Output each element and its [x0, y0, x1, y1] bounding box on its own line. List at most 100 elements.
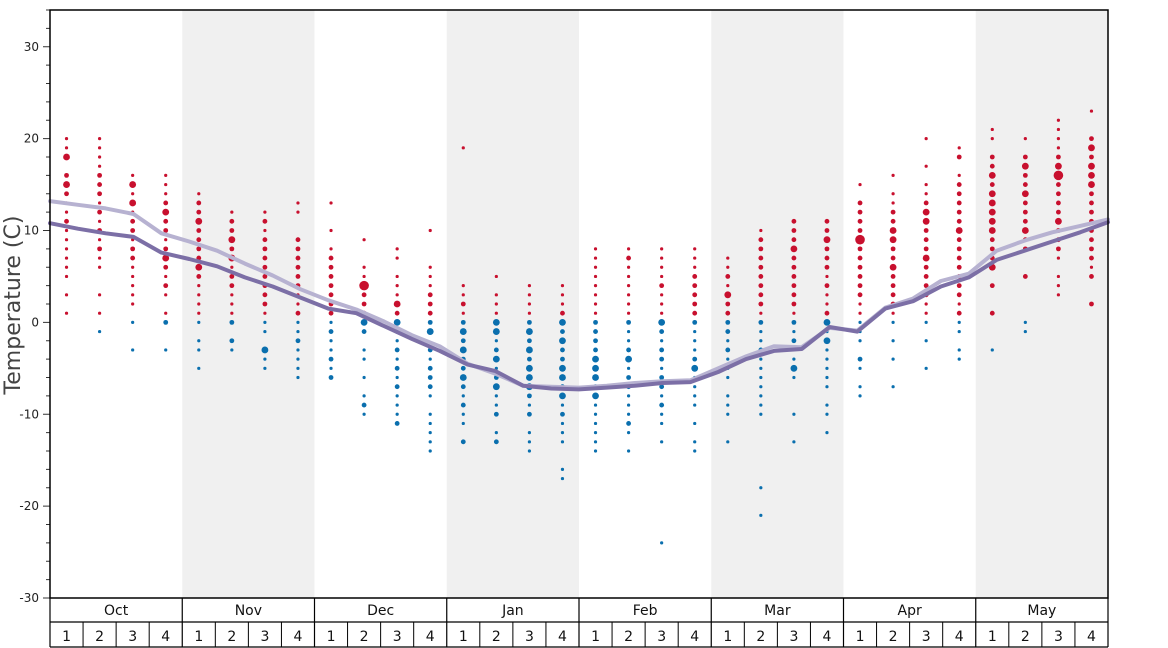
warm-point	[956, 154, 962, 160]
warm-point	[659, 283, 665, 289]
warm-point	[758, 283, 764, 289]
cold-point	[626, 366, 631, 370]
cold-point	[461, 412, 465, 416]
warm-point	[64, 274, 69, 279]
warm-point	[131, 173, 135, 177]
warm-point	[262, 246, 268, 252]
cold-point	[891, 339, 895, 343]
cold-point	[296, 366, 300, 370]
cold-point	[527, 431, 532, 435]
week-label: 2	[227, 629, 236, 645]
cold-point	[494, 431, 498, 435]
cold-point	[759, 357, 763, 361]
warm-point	[1056, 274, 1061, 279]
warm-point	[989, 163, 995, 169]
cold-point	[625, 355, 632, 363]
cold-point	[560, 411, 565, 417]
cold-point	[957, 357, 961, 361]
y-tick-label: -30	[19, 591, 39, 605]
cold-point	[560, 440, 565, 444]
month-band-nov	[182, 10, 315, 598]
cold-point	[891, 357, 895, 361]
cold-point	[792, 412, 796, 416]
warm-point	[1021, 162, 1029, 170]
warm-point	[97, 311, 102, 315]
week-label: 3	[1054, 629, 1063, 645]
cold-point	[197, 348, 201, 352]
warm-point	[593, 247, 598, 251]
cold-point	[791, 338, 797, 344]
week-label: 3	[128, 629, 137, 645]
cold-point	[693, 385, 697, 389]
warm-point	[427, 301, 433, 307]
warm-point	[1089, 274, 1094, 279]
cold-point	[759, 385, 763, 389]
warm-point	[427, 292, 433, 298]
week-label: 4	[558, 629, 567, 645]
warm-point	[1089, 136, 1094, 142]
warm-point	[196, 209, 202, 215]
warm-point	[1089, 191, 1094, 197]
warm-point	[328, 274, 334, 279]
warm-point	[130, 218, 136, 224]
warm-point	[923, 228, 929, 233]
warm-point	[362, 238, 366, 242]
cold-point	[725, 329, 731, 334]
warm-point	[660, 274, 664, 279]
cold-point	[592, 355, 599, 363]
cold-point	[362, 375, 366, 380]
cold-point	[693, 329, 697, 334]
cold-point	[858, 366, 862, 370]
warm-point	[131, 293, 135, 297]
warm-point	[956, 255, 962, 261]
cold-point	[825, 403, 829, 407]
cold-point	[626, 449, 631, 453]
cold-point	[163, 319, 169, 325]
cold-point	[296, 357, 300, 361]
warm-point	[1023, 137, 1027, 141]
warm-point	[626, 284, 631, 288]
cold-point	[957, 329, 961, 334]
warm-point	[957, 302, 961, 306]
warm-point	[626, 255, 631, 261]
cold-point	[659, 375, 665, 380]
warm-point	[1056, 209, 1061, 215]
cold-point	[328, 329, 334, 334]
warm-point	[923, 237, 929, 243]
warm-point	[758, 274, 764, 279]
y-axis-title: Temperature (C)	[1, 216, 26, 396]
cold-point	[560, 347, 565, 353]
cold-point	[759, 329, 763, 334]
cold-point	[428, 440, 432, 444]
warm-point	[230, 265, 234, 269]
warm-point	[791, 264, 797, 270]
warm-point	[1022, 154, 1028, 160]
cold-point	[230, 348, 234, 352]
cold-point	[329, 339, 333, 343]
cold-point	[197, 320, 201, 324]
warm-point	[329, 201, 333, 205]
week-label: 3	[922, 629, 931, 645]
cold-point	[427, 319, 433, 325]
cold-point	[659, 402, 665, 408]
cold-point	[295, 338, 301, 344]
cold-point	[693, 348, 697, 352]
warm-point	[692, 310, 698, 316]
warm-point	[97, 146, 102, 150]
cold-point	[593, 449, 598, 453]
cold-point	[593, 347, 598, 353]
warm-point	[328, 310, 334, 316]
warm-point	[295, 246, 301, 252]
warm-point	[626, 274, 631, 279]
cold-point	[459, 374, 467, 381]
cold-point	[394, 347, 400, 353]
warm-point	[1089, 109, 1094, 113]
cold-point	[428, 394, 432, 398]
cold-point	[626, 339, 631, 343]
warm-point	[1089, 246, 1094, 252]
warm-point	[359, 280, 369, 291]
cold-point	[461, 394, 465, 398]
cold-point	[626, 403, 631, 407]
warm-point	[1056, 146, 1061, 150]
